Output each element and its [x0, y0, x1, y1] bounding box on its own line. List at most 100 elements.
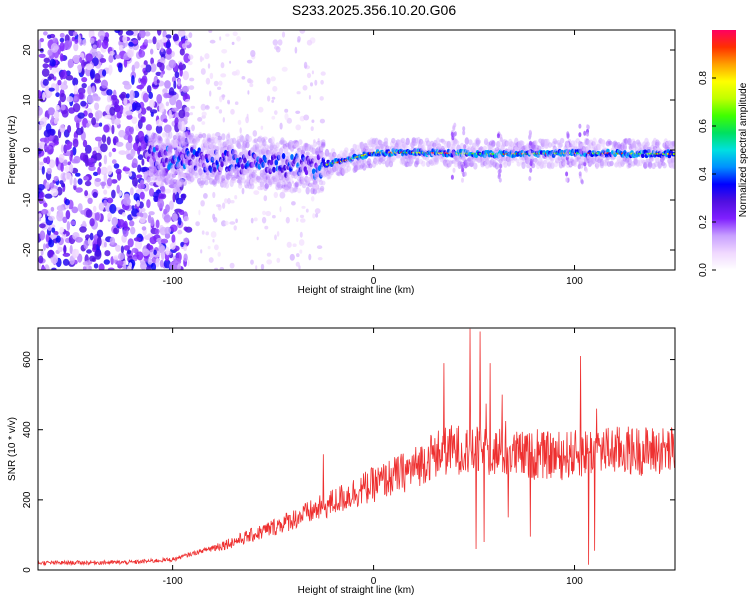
spectrogram-noise-blob	[73, 84, 78, 95]
spectrogram-halo	[182, 179, 187, 186]
spectrogram-noise-blob	[178, 109, 186, 119]
spectrogram-noise-blob	[75, 172, 81, 177]
spectrogram-noise-blob	[109, 106, 116, 116]
spectrogram-noise-blob	[310, 196, 315, 202]
spectrogram-noise-blob	[128, 171, 133, 177]
spectrogram-noise-blob	[99, 58, 107, 63]
spectrogram-noise-blob	[61, 183, 65, 188]
spectrogram-noise-blob	[46, 146, 50, 153]
spectrogram-noise-blob	[53, 231, 59, 236]
spectrogram-halo	[221, 133, 226, 141]
spectrogram-halo	[297, 187, 302, 194]
spectrogram-noise-blob	[266, 77, 271, 85]
spectrogram-noise-blob	[296, 217, 299, 222]
spectrogram-streak	[464, 159, 468, 165]
spectrogram-halo	[211, 157, 216, 162]
spectrogram-noise-blob	[38, 40, 42, 50]
spectrogram-halo	[253, 138, 258, 144]
spectrogram-streak	[578, 123, 582, 129]
spectrogram-noise-blob	[60, 71, 64, 80]
spectrogram-noise-blob	[67, 125, 72, 133]
spectrogram-noise-blob	[84, 144, 92, 154]
spectrogram-noise-blob	[50, 188, 59, 197]
colorbar-label: Normalized spectral amplitude	[738, 82, 749, 217]
spectrogram-halo	[213, 136, 219, 144]
spectrogram-noise-blob	[86, 249, 92, 254]
spectrogram-halo	[293, 187, 298, 193]
spectrogram-noise-blob	[127, 249, 131, 255]
spectrogram-streak	[461, 151, 465, 156]
spectrogram-halo	[281, 157, 286, 163]
spectrogram-noise-blob	[94, 136, 103, 142]
spectrogram-noise-blob	[64, 165, 70, 173]
spectrogram-noise-blob	[125, 30, 134, 36]
spectrogram-noise-blob	[160, 47, 164, 53]
spectrogram-noise-blob	[56, 205, 64, 212]
spectrogram-halo	[287, 181, 292, 189]
spectrogram-noise-blob	[103, 199, 108, 207]
spectrogram-noise-blob	[140, 116, 145, 123]
spectrogram-halo	[262, 139, 267, 147]
spectrogram-noise-blob	[64, 198, 70, 206]
spectrogram-noise-blob	[160, 186, 165, 193]
spectrogram-noise-blob	[79, 226, 87, 233]
spectrogram-noise-blob	[141, 226, 147, 231]
spectrogram-noise-blob	[111, 216, 118, 227]
spectrogram-noise-blob	[292, 243, 297, 247]
spectrogram-noise-blob	[181, 85, 190, 93]
spectrogram-streak	[566, 133, 570, 139]
spectrogram-y-ticks: -20 -10 0 10 20	[22, 44, 675, 257]
spectrogram-noise-blob	[85, 209, 93, 218]
spectrogram-noise-blob	[158, 193, 167, 200]
spectrogram-noise-blob	[41, 68, 50, 77]
spectrogram-noise-blob	[230, 200, 235, 204]
spectrogram-noise-blob	[149, 236, 157, 245]
spectrogram-noise-blob	[60, 144, 65, 153]
spectrogram-noise-blob	[48, 73, 55, 80]
spectrogram-noise-blob	[164, 232, 171, 239]
spectrogram-noise-blob	[69, 255, 75, 265]
spectrogram-halo	[174, 138, 179, 147]
spectrogram-noise-blob	[235, 69, 240, 76]
spectrogram-noise-blob	[150, 48, 154, 55]
spectrogram-noise-blob	[50, 206, 55, 212]
spectrogram-noise-blob	[277, 39, 283, 46]
spectrogram-noise-blob	[148, 244, 154, 250]
spectrogram-noise-blob	[146, 265, 152, 270]
spectrogram-noise-blob	[61, 110, 69, 118]
spectrogram-noise-blob	[100, 143, 108, 153]
spectrogram-noise-blob	[207, 63, 211, 69]
spectrogram-noise-blob	[39, 223, 46, 229]
spectrogram-noise-blob	[117, 62, 123, 73]
spectrogram-halo	[550, 162, 555, 169]
spectrogram-noise-blob	[136, 174, 143, 179]
spectrogram-noise-blob	[164, 226, 171, 235]
spectrogram-noise-blob	[65, 144, 72, 150]
spectrogram-noise-blob	[308, 253, 312, 261]
spectrogram-streak	[496, 133, 500, 139]
spectrogram-noise-blob	[246, 113, 249, 119]
spectrogram-noise-blob	[127, 49, 134, 59]
spectrogram-noise-blob	[75, 236, 83, 243]
spectrogram-halo	[181, 172, 186, 179]
spectrogram-halo	[638, 143, 643, 149]
spectrogram-noise-blob	[80, 152, 86, 161]
spectrogram-noise-blob	[262, 210, 266, 216]
spectrogram-noise-blob	[188, 32, 193, 39]
spectrogram-noise-blob	[57, 79, 62, 86]
spectrogram-noise-blob	[62, 252, 71, 257]
spectrogram-halo	[316, 187, 321, 194]
spectrogram-noise-blob	[123, 220, 128, 231]
spectrogram-noise-blob	[279, 206, 282, 213]
spectrogram-noise-blob	[73, 95, 78, 101]
spectrogram-ridge-core	[641, 153, 645, 158]
spectrogram-noise-blob	[148, 188, 155, 197]
spectrogram-noise-blob	[80, 100, 87, 107]
spectrogram-noise-blob	[82, 139, 88, 148]
spectrogram-noise-blob	[98, 162, 102, 167]
spectrogram-noise-blob	[85, 63, 94, 70]
spectrogram-noise-blob	[63, 80, 67, 86]
spectrogram-noise-blob	[81, 83, 87, 89]
spectrogram-noise-blob	[57, 209, 64, 219]
spectrogram-noise-blob	[55, 104, 60, 111]
